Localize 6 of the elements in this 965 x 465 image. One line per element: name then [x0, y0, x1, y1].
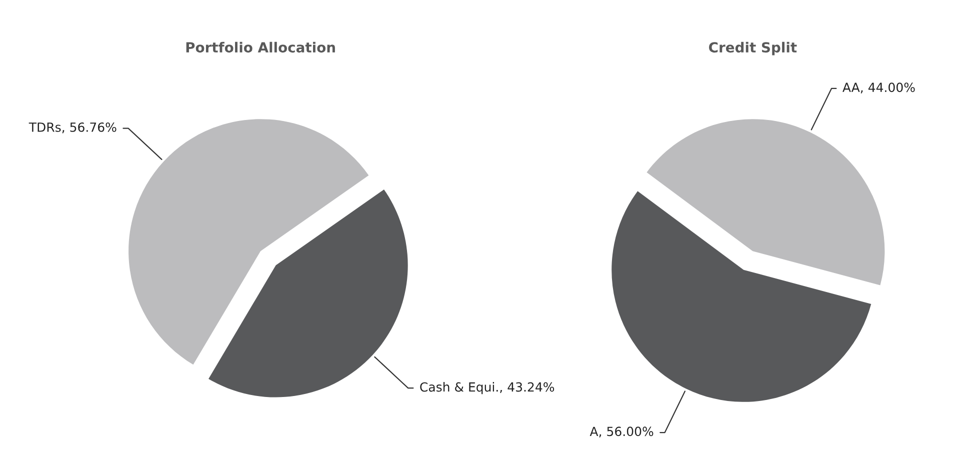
slice-label: Cash & Equi., 43.24%: [420, 382, 554, 394]
slice-label: TDRs, 56.76%: [28, 122, 116, 134]
slice-label: A, 56.00%: [590, 426, 654, 438]
slice-label: AA, 44.00%: [842, 82, 915, 94]
chart-title: Credit Split: [709, 42, 797, 56]
chart-title: Portfolio Allocation: [186, 42, 335, 53]
